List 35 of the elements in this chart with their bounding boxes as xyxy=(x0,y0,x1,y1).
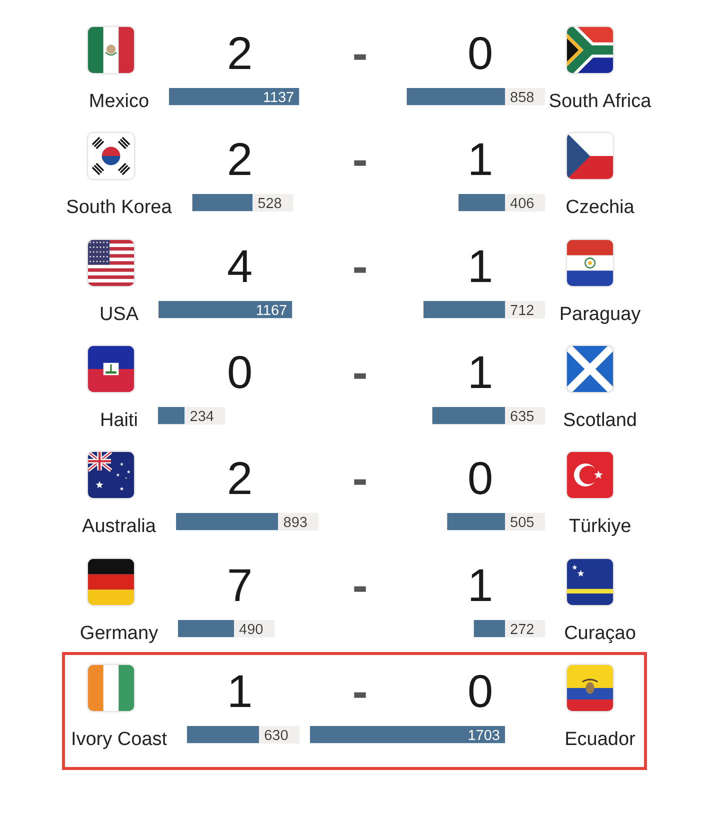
data-label: 234 xyxy=(190,408,214,425)
y-tick-label: USA xyxy=(99,304,139,325)
data-label: 406 xyxy=(510,196,534,212)
data-label: 490 xyxy=(239,621,264,638)
data-label: 505 xyxy=(510,514,534,531)
data-label: 1167 xyxy=(256,302,288,318)
chart-title: 7 - 1 xyxy=(226,558,494,610)
data-label: 528 xyxy=(257,196,282,212)
data-label: 893 xyxy=(283,514,308,531)
y-tick-label: Ivory Coast xyxy=(70,728,168,750)
data-label: 272 xyxy=(510,621,534,638)
data-label: 1703 xyxy=(468,728,500,744)
y-tick-label: South Africa xyxy=(548,91,652,113)
data-label: 858 xyxy=(510,90,534,106)
chart-title: 2 - 1 xyxy=(226,133,494,186)
y-tick-label: Paraguay xyxy=(559,304,641,326)
y-tick-label: Curaçao xyxy=(564,622,636,644)
chart-title: 0 - 1 xyxy=(226,346,494,398)
data-label: 1137 xyxy=(263,90,294,106)
y-tick-label: Germany xyxy=(80,622,158,644)
chart-title: 1 - 0 xyxy=(226,664,494,717)
y-tick-label: Scotland xyxy=(563,410,637,432)
y-tick-label: Australia xyxy=(82,516,156,538)
y-tick-label: Ecuador xyxy=(564,728,636,751)
y-tick-label: Türkiye xyxy=(568,516,632,538)
y-tick-label: Haiti xyxy=(100,410,138,431)
y-tick-label: Mexico xyxy=(88,91,150,112)
chart-title: 2 - 0 xyxy=(226,452,494,504)
y-tick-label: South Korea xyxy=(66,197,172,218)
chart-title: 2 - 0 xyxy=(226,27,494,79)
data-label: 630 xyxy=(264,728,288,744)
data-label: 712 xyxy=(510,302,534,318)
y-tick-label: Czechia xyxy=(566,197,634,220)
data-label: 635 xyxy=(510,408,534,425)
chart-title: 4 - 1 xyxy=(226,240,494,292)
